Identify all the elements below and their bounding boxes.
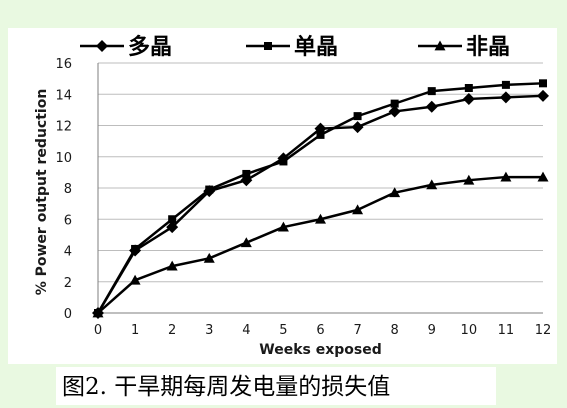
legend-entry-diamond: 多晶 [80,34,172,60]
series-layer [92,79,549,319]
data-point [166,260,178,271]
data-point [92,307,104,318]
series-triangle [92,171,549,318]
legend-label: 非晶 [466,35,510,60]
legend-marker [96,40,108,52]
x-tick-label: 0 [94,323,102,338]
data-point [205,185,214,194]
x-tick-label: 2 [168,323,176,338]
data-point [279,157,288,166]
legend-entry-square: 单晶 [246,35,338,60]
legend-entry-triangle: 非晶 [418,35,510,60]
x-tick-label: 4 [242,323,250,338]
data-point [462,92,475,105]
x-tick-label: 8 [391,323,399,338]
y-tick-label: 12 [55,120,72,135]
x-tick-label: 7 [353,323,361,338]
x-axis-title: Weeks exposed [259,342,381,358]
data-point [352,204,364,215]
y-tick-label: 0 [64,307,72,322]
legend-marker [434,40,446,51]
data-point [501,80,510,89]
data-point [539,79,547,88]
data-point [464,84,473,92]
legend-label: 多晶 [128,34,172,60]
y-tick-label: 14 [55,88,72,103]
y-tick-labels: 0 2 4 6 8 10 12 14 16 [55,57,72,322]
x-tick-label: 9 [428,323,436,338]
data-point [353,112,362,121]
data-point [425,100,438,113]
legend-marker [264,42,272,50]
x-tick-labels: 0 1 2 3 4 5 6 7 8 9 10 11 12 [94,323,551,338]
x-tick-label: 12 [535,323,552,338]
data-point [351,121,364,134]
x-tick-label: 3 [205,323,213,338]
y-tick-label: 4 [64,245,72,260]
series-line [97,175,543,314]
data-point [316,130,325,139]
data-point [426,179,438,190]
y-tick-label: 6 [64,213,72,228]
legend: 多晶 单晶 非晶 [80,34,510,60]
data-point [240,237,252,248]
data-point [242,169,251,178]
data-point [537,89,549,102]
caption-strip [56,367,496,405]
x-tick-label: 10 [461,323,478,338]
data-point [166,221,179,234]
x-tick-label: 1 [131,323,139,338]
data-point [168,215,177,224]
figure-caption: 图2. 干旱期每周发电量的损失值 [62,374,390,400]
gridlines [98,62,543,283]
y-tick-label: 8 [64,182,72,197]
data-point [131,244,140,253]
data-point [537,171,549,182]
data-point [203,252,215,263]
x-tick-label: 5 [279,323,287,338]
series-line [96,82,544,314]
y-tick-label: 10 [55,151,72,166]
data-point [427,87,436,96]
series-diamond [92,89,549,319]
data-point [388,105,401,118]
x-tick-label: 6 [316,323,324,338]
y-axis-title: % Power output reduction [34,89,50,296]
data-point [315,213,326,224]
legend-label: 单晶 [294,35,338,60]
data-point [500,171,512,182]
data-point [129,274,141,285]
data-point [463,174,475,185]
data-point [277,221,289,232]
axes [97,63,543,314]
series-square [94,79,547,317]
data-point [389,187,401,198]
y-tick-label: 16 [55,57,72,72]
x-tick-label: 11 [498,323,515,338]
data-point [390,99,399,108]
y-tick-label: 2 [64,276,72,291]
data-point [499,91,512,104]
